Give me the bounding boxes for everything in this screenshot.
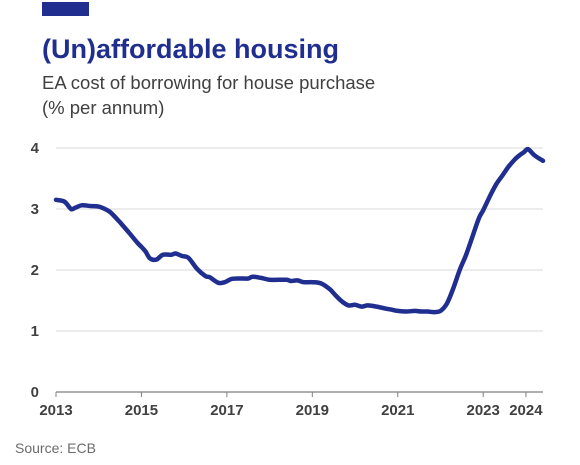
y-tick-label: 3 xyxy=(31,201,39,218)
x-axis-labels: 2013 2015 2017 2019 2021 2023 2024 xyxy=(39,402,543,419)
accent-bar xyxy=(42,2,89,16)
y-axis-labels: 0 1 2 3 4 xyxy=(31,140,40,401)
series-layer xyxy=(53,146,546,315)
x-tick-label: 2023 xyxy=(467,402,500,419)
x-axis xyxy=(55,391,543,397)
chart-subtitle: EA cost of borrowing for house purchase … xyxy=(42,70,462,120)
x-tick-label: 2019 xyxy=(296,402,329,419)
x-tick-label: 2013 xyxy=(39,402,72,419)
chart-title: (Un)affordable housing xyxy=(42,34,339,64)
y-tick-label: 2 xyxy=(31,262,39,279)
subtitle-line-2: (% per annum) xyxy=(42,97,165,118)
y-tick-label: 4 xyxy=(31,140,40,157)
subtitle-line-1: EA cost of borrowing for house purchase xyxy=(42,72,376,93)
x-tick-label: 2015 xyxy=(125,402,158,419)
x-tick-label: 2021 xyxy=(381,402,414,419)
y-tick-label: 0 xyxy=(31,384,39,401)
y-tick-label: 1 xyxy=(31,323,39,340)
x-tick-label: 2017 xyxy=(210,402,243,419)
source-note: Source: ECB xyxy=(15,440,96,456)
series-line xyxy=(53,146,546,315)
x-tick-label: 2024 xyxy=(509,402,543,419)
